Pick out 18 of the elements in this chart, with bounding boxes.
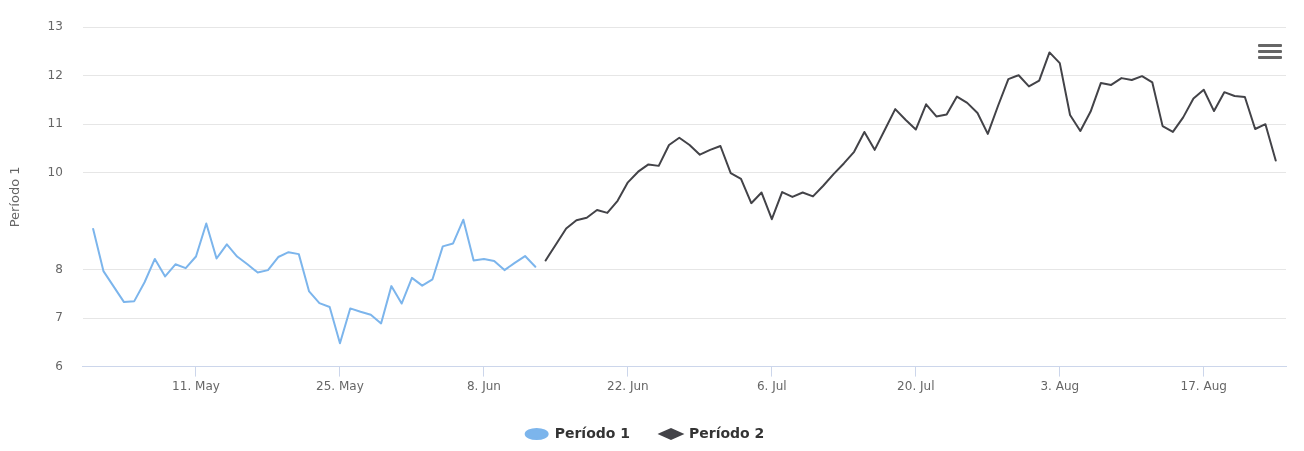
y-tick-label: 8 bbox=[55, 261, 63, 276]
y-tick-label: 11 bbox=[47, 116, 63, 131]
x-tick-label: 25. May bbox=[316, 378, 364, 393]
y-tick-label: 6 bbox=[55, 358, 63, 373]
x-tick-label: 11. May bbox=[172, 378, 220, 393]
legend-label: Período 2 bbox=[689, 424, 765, 441]
y-tick-label: 13 bbox=[47, 19, 63, 34]
legend-label: Período 1 bbox=[554, 424, 631, 441]
x-tick-label: 8. Jun bbox=[466, 378, 501, 393]
x-tick-label: 22. Jun bbox=[607, 378, 649, 393]
x-tick-label: 17. Aug bbox=[1180, 378, 1227, 393]
y-axis-title: Período 1 bbox=[7, 166, 23, 228]
x-tick-label: 6. Jul bbox=[756, 378, 787, 393]
x-tick-label: 3. Aug bbox=[1040, 378, 1080, 393]
y-tick-label: 7 bbox=[55, 310, 63, 325]
y-tick-label: 12 bbox=[47, 67, 63, 82]
x-tick-label: 20. Jul bbox=[897, 378, 935, 393]
y-tick-label: 10 bbox=[47, 164, 63, 179]
